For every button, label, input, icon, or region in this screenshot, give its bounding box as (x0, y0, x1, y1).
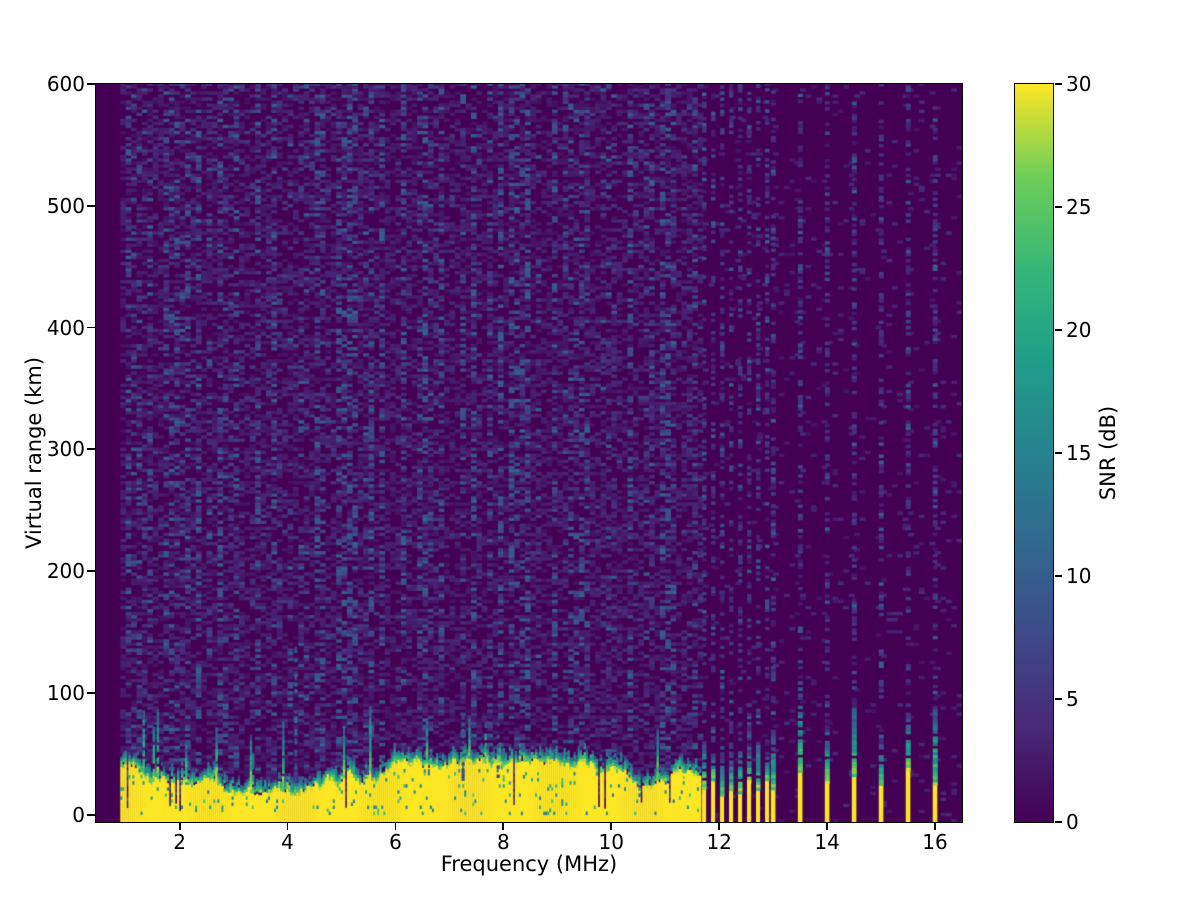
x-tick-mark (178, 822, 181, 830)
x-tick-label: 4 (281, 830, 294, 854)
x-tick-label: 12 (706, 830, 732, 854)
colorbar-tick-label: 5 (1066, 687, 1079, 711)
x-tick-mark (286, 822, 289, 830)
x-tick-mark (502, 822, 505, 830)
x-tick-mark (394, 822, 397, 830)
x-tick-mark (718, 822, 721, 830)
colorbar-tick-mark (1054, 452, 1062, 454)
y-tick-label: 600 (46, 72, 85, 96)
x-tick-label: 2 (173, 830, 186, 854)
x-tick-label: 6 (389, 830, 402, 854)
heatmap-canvas (95, 83, 962, 822)
colorbar (1013, 82, 1054, 823)
colorbar-tick-label: 20 (1066, 318, 1092, 342)
y-tick-mark (86, 448, 95, 451)
y-tick-mark (86, 204, 95, 207)
colorbar-tick-label: 10 (1066, 564, 1092, 588)
x-tick-label: 10 (598, 830, 624, 854)
colorbar-tick-label: 30 (1066, 72, 1092, 96)
colorbar-tick-mark (1054, 821, 1062, 823)
plot-area (94, 82, 963, 823)
colorbar-tick-label: 0 (1066, 810, 1079, 834)
y-tick-mark (86, 692, 95, 694)
x-tick-mark (610, 822, 613, 830)
colorbar-tick-mark (1054, 206, 1062, 208)
y-tick-label: 100 (46, 680, 85, 705)
colorbar-tick-mark (1054, 329, 1062, 331)
x-tick-mark (934, 822, 936, 830)
x-axis-label: Frequency (MHz) (440, 852, 618, 876)
y-tick-label: 200 (46, 559, 85, 584)
colorbar-tick-label: 15 (1066, 441, 1092, 465)
colorbar-gradient (1014, 83, 1053, 822)
y-tick-label: 0 (72, 802, 85, 827)
x-tick-mark (826, 822, 828, 830)
y-tick-label: 400 (46, 315, 85, 340)
y-axis-label: Virtual range (km) (22, 356, 46, 550)
y-tick-label: 500 (46, 193, 85, 218)
y-tick-mark (86, 813, 95, 816)
y-tick-mark (86, 83, 95, 85)
colorbar-tick-mark (1054, 83, 1062, 85)
y-tick-label: 300 (46, 437, 85, 462)
y-tick-mark (86, 326, 95, 329)
x-tick-label: 16 (922, 830, 948, 854)
x-tick-label: 14 (814, 830, 840, 854)
colorbar-label: SNR (dB) (1096, 405, 1120, 501)
colorbar-tick-mark (1054, 575, 1062, 577)
colorbar-tick-mark (1054, 698, 1062, 700)
x-tick-label: 8 (496, 830, 510, 854)
y-tick-mark (86, 570, 95, 573)
colorbar-tick-label: 25 (1066, 195, 1092, 219)
